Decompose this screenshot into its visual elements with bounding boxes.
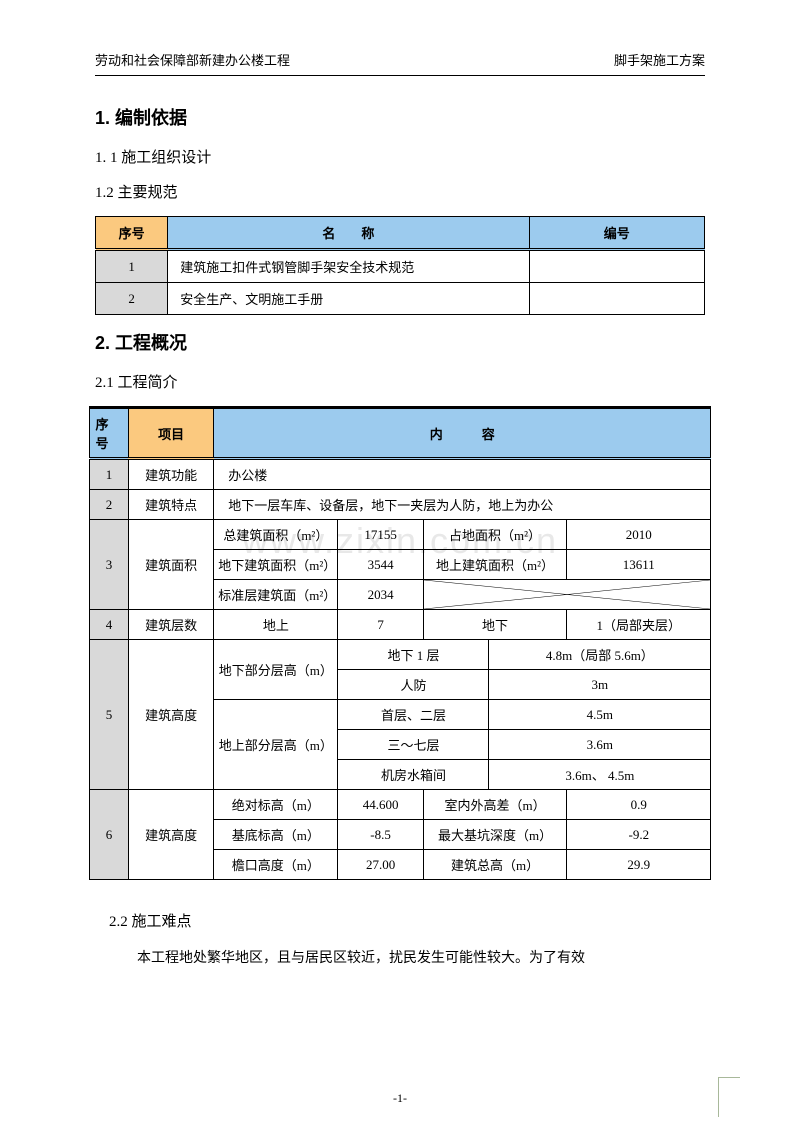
- cell-num: 6: [90, 790, 129, 880]
- header-left: 劳动和社会保障部新建办公楼工程: [95, 50, 290, 69]
- cell: 室内外高差（m）: [423, 790, 567, 820]
- cell-num: 1: [96, 250, 168, 283]
- cell-label: 建筑特点: [128, 490, 213, 520]
- diagonal-cell: [423, 580, 711, 610]
- cell: 地下建筑面积（m²）: [214, 550, 338, 580]
- cell: 2010: [567, 520, 711, 550]
- cell: 檐口高度（m）: [214, 850, 338, 880]
- corner-mark-icon: [718, 1077, 740, 1117]
- col-header-item: 项目: [128, 408, 213, 459]
- cell: 绝对标高（m）: [214, 790, 338, 820]
- cell: 29.9: [567, 850, 711, 880]
- cell: 地下 1 层: [338, 640, 489, 670]
- cell: 占地面积（m²）: [423, 520, 567, 550]
- cell-value: 地下一层车库、设备层，地下一夹层为人防，地上为办公: [214, 490, 711, 520]
- col-header-name: 名 称: [168, 217, 529, 250]
- cell: 27.00: [338, 850, 423, 880]
- section-2-title: 2. 工程概况: [95, 329, 705, 355]
- cell-label: 建筑功能: [128, 459, 213, 490]
- cell: 建筑总高（m）: [423, 850, 567, 880]
- cell-name: 安全生产、文明施工手册: [168, 283, 529, 315]
- cell: 1（局部夹层）: [567, 610, 711, 640]
- cell-value: 办公楼: [214, 459, 711, 490]
- cell-label: 建筑面积: [128, 520, 213, 610]
- col-header-code: 编号: [529, 217, 704, 250]
- table-row: 3 建筑面积 总建筑面积（m²） 17155 占地面积（m²） 2010: [90, 520, 711, 550]
- cell: 3.6m: [489, 730, 711, 760]
- cell: -9.2: [567, 820, 711, 850]
- cell: 0.9: [567, 790, 711, 820]
- section-1-1-title: 1. 1 施工组织设计: [95, 146, 705, 167]
- cell: 机房水箱间: [338, 760, 489, 790]
- section-1-title: 1. 编制依据: [95, 104, 705, 130]
- cell-num: 2: [96, 283, 168, 315]
- cell-num: 1: [90, 459, 129, 490]
- cell: 地下部分层高（m）: [214, 640, 338, 700]
- cell: 4.5m: [489, 700, 711, 730]
- col-header-seq: 序号: [90, 408, 129, 459]
- cell-code: [529, 250, 704, 283]
- table-project-overview: 序号 项目 内 容 1 建筑功能 办公楼 2 建筑特点 地下一层车库、设备层，地…: [89, 406, 711, 880]
- cell: 地上: [214, 610, 338, 640]
- cell: 17155: [338, 520, 423, 550]
- cell: 地下: [423, 610, 567, 640]
- cell: 3m: [489, 670, 711, 700]
- cell-num: 4: [90, 610, 129, 640]
- cell: -8.5: [338, 820, 423, 850]
- cell: 地上建筑面积（m²）: [423, 550, 567, 580]
- cell: 3.6m、 4.5m: [489, 760, 711, 790]
- table-row: 1 建筑施工扣件式钢管脚手架安全技术规范: [96, 250, 705, 283]
- table-row: 4 建筑层数 地上 7 地下 1（局部夹层）: [90, 610, 711, 640]
- col-header-seq: 序号: [96, 217, 168, 250]
- table-row: 序号 名 称 编号: [96, 217, 705, 250]
- cell: 7: [338, 610, 423, 640]
- cell-name: 建筑施工扣件式钢管脚手架安全技术规范: [168, 250, 529, 283]
- cell-num: 3: [90, 520, 129, 610]
- diagonal-line-icon: [424, 580, 711, 609]
- cell: 总建筑面积（m²）: [214, 520, 338, 550]
- cell: 2034: [338, 580, 423, 610]
- cell: 4.8m（局部 5.6m）: [489, 640, 711, 670]
- table-row: 5 建筑高度 地下部分层高（m） 地下 1 层 4.8m（局部 5.6m）: [90, 640, 711, 670]
- col-header-content: 内 容: [214, 408, 711, 459]
- table-row: 2 建筑特点 地下一层车库、设备层，地下一夹层为人防，地上为办公: [90, 490, 711, 520]
- table-row: 6 建筑高度 绝对标高（m） 44.600 室内外高差（m） 0.9: [90, 790, 711, 820]
- table-specifications: 序号 名 称 编号 1 建筑施工扣件式钢管脚手架安全技术规范 2 安全生产、文明…: [95, 216, 705, 315]
- section-2-2-title: 2.2 施工难点: [109, 910, 705, 931]
- body-paragraph: 本工程地处繁华地区，且与居民区较近，扰民发生可能性较大。为了有效: [109, 945, 705, 973]
- cell: 3544: [338, 550, 423, 580]
- cell: 最大基坑深度（m）: [423, 820, 567, 850]
- cell-label: 建筑高度: [128, 790, 213, 880]
- cell-label: 建筑层数: [128, 610, 213, 640]
- cell: 三～七层: [338, 730, 489, 760]
- table-row: 2 安全生产、文明施工手册: [96, 283, 705, 315]
- cell: 44.600: [338, 790, 423, 820]
- cell-num: 5: [90, 640, 129, 790]
- cell: 13611: [567, 550, 711, 580]
- cell: 地上部分层高（m）: [214, 700, 338, 790]
- section-1-2-title: 1.2 主要规范: [95, 181, 705, 202]
- table-row: 序号 项目 内 容: [90, 408, 711, 459]
- cell: 基底标高（m）: [214, 820, 338, 850]
- cell-num: 2: [90, 490, 129, 520]
- page-container: 劳动和社会保障部新建办公楼工程 脚手架施工方案 1. 编制依据 1. 1 施工组…: [0, 0, 800, 1013]
- cell: 首层、二层: [338, 700, 489, 730]
- header-right: 脚手架施工方案: [614, 50, 705, 69]
- cell: 人防: [338, 670, 489, 700]
- header-row: 劳动和社会保障部新建办公楼工程 脚手架施工方案: [95, 50, 705, 76]
- section-2-1-title: 2.1 工程简介: [95, 371, 705, 392]
- cell-label: 建筑高度: [128, 640, 213, 790]
- cell-code: [529, 283, 704, 315]
- table-row: 1 建筑功能 办公楼: [90, 459, 711, 490]
- cell: 标准层建筑面（m²）: [214, 580, 338, 610]
- page-number: -1-: [0, 1091, 800, 1106]
